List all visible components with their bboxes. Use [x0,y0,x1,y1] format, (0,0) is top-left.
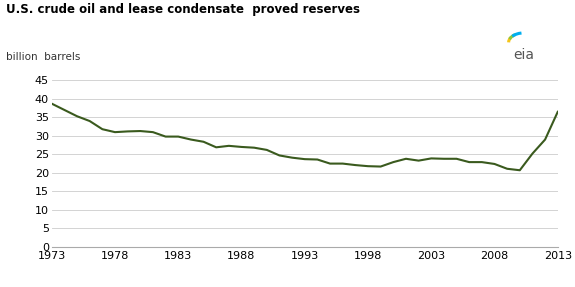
Text: U.S. crude oil and lease condensate  proved reserves: U.S. crude oil and lease condensate prov… [6,3,360,16]
Text: eia: eia [513,48,535,62]
Text: billion  barrels: billion barrels [6,52,80,62]
